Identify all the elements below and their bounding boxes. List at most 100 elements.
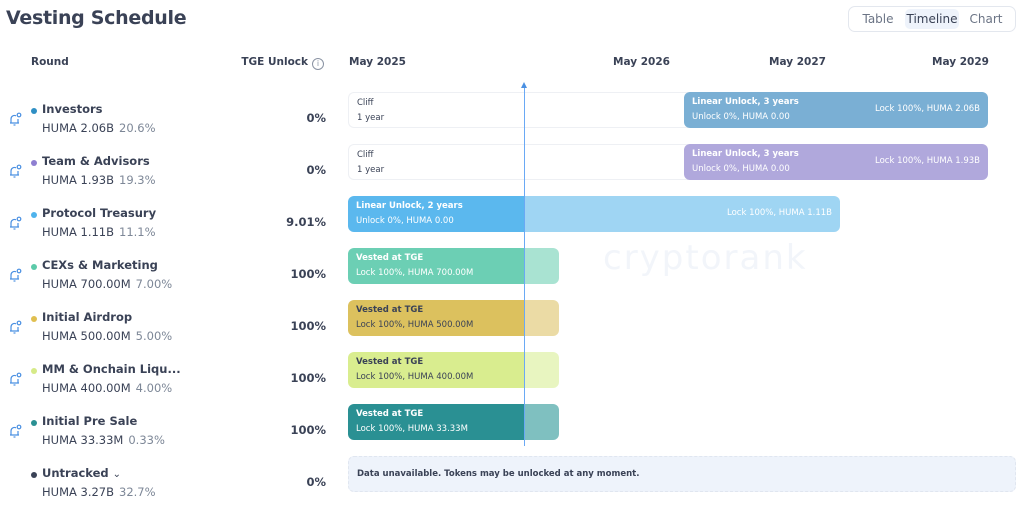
round-amount: HUMA 500.00M 5.00% bbox=[42, 329, 172, 343]
round-row: Investors HUMA 2.06B 20.6% 0% Cliff 1 year Lin… bbox=[0, 92, 1024, 153]
linear-title: Linear Unlock, 3 years bbox=[692, 97, 799, 107]
round-name: Initial Airdrop bbox=[42, 310, 132, 324]
round-share: 19.3% bbox=[119, 173, 156, 187]
round-row: Initial Airdrop HUMA 500.00M 5.00% 100% Vest… bbox=[0, 300, 1024, 361]
vested-bar[interactable]: Vested at TGE Lock 100%, HUMA 400.00M bbox=[348, 352, 559, 388]
cliff-duration: 1 year bbox=[357, 165, 385, 175]
linear-unlock-info: Unlock 0%, HUMA 0.00 bbox=[692, 164, 790, 174]
cliff-duration: 1 year bbox=[357, 113, 385, 123]
round-color-dot bbox=[31, 160, 37, 166]
untracked-note-text: Data unavailable. Tokens may be unlocked… bbox=[357, 469, 640, 479]
tab-table[interactable]: Table bbox=[862, 12, 894, 26]
round-share: 11.1% bbox=[119, 225, 156, 239]
round-name-text: CEXs & Marketing bbox=[42, 258, 158, 272]
round-name-text: Untracked bbox=[42, 466, 109, 480]
tge-unlock-value: 9.01% bbox=[286, 215, 326, 229]
bell-alert-icon[interactable] bbox=[7, 163, 23, 179]
now-marker-line bbox=[524, 88, 525, 446]
vested-title: Vested at TGE bbox=[356, 357, 424, 367]
round-color-dot bbox=[31, 264, 37, 270]
round-amount: HUMA 33.33M 0.33% bbox=[42, 433, 165, 447]
tge-unlock-value: 0% bbox=[306, 111, 326, 125]
round-name: Team & Advisors bbox=[42, 154, 150, 168]
vested-bar[interactable]: Vested at TGE Lock 100%, HUMA 33.33M bbox=[348, 404, 559, 440]
round-name-text: Protocol Treasury bbox=[42, 206, 157, 220]
bell-alert-icon[interactable] bbox=[7, 111, 23, 127]
vested-bar[interactable]: Vested at TGE Lock 100%, HUMA 500.00M bbox=[348, 300, 559, 336]
round-amount: HUMA 1.11B 11.1% bbox=[42, 225, 156, 239]
tge-unlock-value: 100% bbox=[290, 423, 326, 437]
linear-unlock-bar[interactable]: Linear Unlock, 2 years Unlock 0%, HUMA 0.… bbox=[348, 196, 840, 232]
bell-alert-icon[interactable] bbox=[7, 371, 23, 387]
vested-title: Vested at TGE bbox=[356, 409, 424, 419]
untracked-note: Data unavailable. Tokens may be unlocked… bbox=[348, 456, 1016, 492]
round-amount: HUMA 400.00M 4.00% bbox=[42, 381, 172, 395]
vested-title: Vested at TGE bbox=[356, 253, 424, 263]
round-name-text: Initial Airdrop bbox=[42, 310, 133, 324]
round-row: Untracked ⌄ HUMA 3.27B 32.7% 0% Data unavail… bbox=[0, 456, 1024, 517]
linear-unlock-info: Unlock 0%, HUMA 0.00 bbox=[356, 216, 454, 226]
bell-alert-icon[interactable] bbox=[7, 423, 23, 439]
round-share: 20.6% bbox=[119, 121, 156, 135]
round-row: Team & Advisors HUMA 1.93B 19.3% 0% Cliff 1 y… bbox=[0, 144, 1024, 205]
round-name-text: MM & Onchain Liqu... bbox=[42, 362, 181, 376]
tge-unlock-value: 0% bbox=[306, 475, 326, 489]
cliff-bar[interactable]: Cliff 1 year bbox=[348, 92, 688, 128]
tab-timeline[interactable]: Timeline bbox=[905, 9, 959, 29]
tge-unlock-value: 100% bbox=[290, 319, 326, 333]
round-name-text: Investors bbox=[42, 102, 103, 116]
round-name: Investors bbox=[42, 102, 103, 116]
linear-unlock-bar[interactable]: Linear Unlock, 3 years Unlock 0%, HUMA 0.… bbox=[684, 92, 988, 128]
tab-chart[interactable]: Chart bbox=[969, 12, 1003, 26]
page-title: Vesting Schedule bbox=[6, 7, 187, 29]
linear-lock-info: Lock 100%, HUMA 2.06B bbox=[874, 104, 980, 114]
vested-info: Lock 100%, HUMA 500.00M bbox=[356, 320, 474, 330]
round-name: Initial Pre Sale bbox=[42, 414, 137, 428]
round-amount-text: HUMA 2.06B bbox=[42, 121, 115, 135]
column-header-tge: TGE Unlock i bbox=[241, 56, 324, 70]
round-amount: HUMA 3.27B 32.7% bbox=[42, 485, 156, 499]
round-amount-text: HUMA 3.27B bbox=[42, 485, 115, 499]
vested-bar[interactable]: Vested at TGE Lock 100%, HUMA 700.00M bbox=[348, 248, 559, 284]
round-color-dot bbox=[31, 108, 37, 114]
tge-label: TGE Unlock bbox=[241, 56, 308, 68]
round-amount: HUMA 1.93B 19.3% bbox=[42, 173, 156, 187]
view-toggle: Table Timeline Chart bbox=[848, 6, 1016, 32]
vested-info: Lock 100%, HUMA 400.00M bbox=[356, 372, 474, 382]
vested-info: Lock 100%, HUMA 33.33M bbox=[356, 424, 468, 434]
round-color-dot bbox=[31, 212, 37, 218]
chevron-down-icon[interactable]: ⌄ bbox=[112, 469, 122, 480]
round-row: CEXs & Marketing HUMA 700.00M 7.00% 100% Ves… bbox=[0, 248, 1024, 309]
round-color-dot bbox=[31, 316, 37, 322]
vested-info: Lock 100%, HUMA 700.00M bbox=[356, 268, 474, 278]
now-marker-arrow-icon bbox=[521, 82, 527, 88]
round-name[interactable]: Untracked ⌄ bbox=[42, 466, 121, 480]
round-row: Initial Pre Sale HUMA 33.33M 0.33% 100% Vest… bbox=[0, 404, 1024, 465]
round-name-text: Initial Pre Sale bbox=[42, 414, 138, 428]
linear-title: Linear Unlock, 3 years bbox=[692, 149, 799, 159]
round-amount-text: HUMA 500.00M bbox=[42, 329, 131, 343]
linear-title: Linear Unlock, 2 years bbox=[356, 201, 463, 211]
cliff-bar[interactable]: Cliff 1 year bbox=[348, 144, 688, 180]
linear-unlock-bar[interactable]: Linear Unlock, 3 years Unlock 0%, HUMA 0.… bbox=[684, 144, 988, 180]
round-amount: HUMA 700.00M 7.00% bbox=[42, 277, 172, 291]
bell-alert-icon[interactable] bbox=[7, 267, 23, 283]
round-amount-text: HUMA 400.00M bbox=[42, 381, 131, 395]
round-row: MM & Onchain Liqu... HUMA 400.00M 4.00% 100… bbox=[0, 352, 1024, 413]
round-name: MM & Onchain Liqu... bbox=[42, 362, 181, 376]
timeline-label: May 2025 bbox=[349, 56, 406, 68]
cliff-title: Cliff bbox=[357, 150, 374, 160]
timeline-label: May 2026 bbox=[613, 56, 670, 68]
bell-alert-icon[interactable] bbox=[7, 215, 23, 231]
round-color-dot bbox=[31, 368, 37, 374]
bell-alert-icon[interactable] bbox=[7, 319, 23, 335]
info-icon[interactable]: i bbox=[312, 58, 324, 70]
round-share: 32.7% bbox=[119, 485, 156, 499]
round-color-dot bbox=[31, 472, 37, 478]
round-amount: HUMA 2.06B 20.6% bbox=[42, 121, 156, 135]
round-color-dot bbox=[31, 420, 37, 426]
tge-unlock-value: 100% bbox=[290, 267, 326, 281]
round-name-text: Team & Advisors bbox=[42, 154, 150, 168]
timeline-label: May 2027 bbox=[769, 56, 826, 68]
linear-lock-info: Lock 100%, HUMA 1.93B bbox=[874, 156, 980, 166]
